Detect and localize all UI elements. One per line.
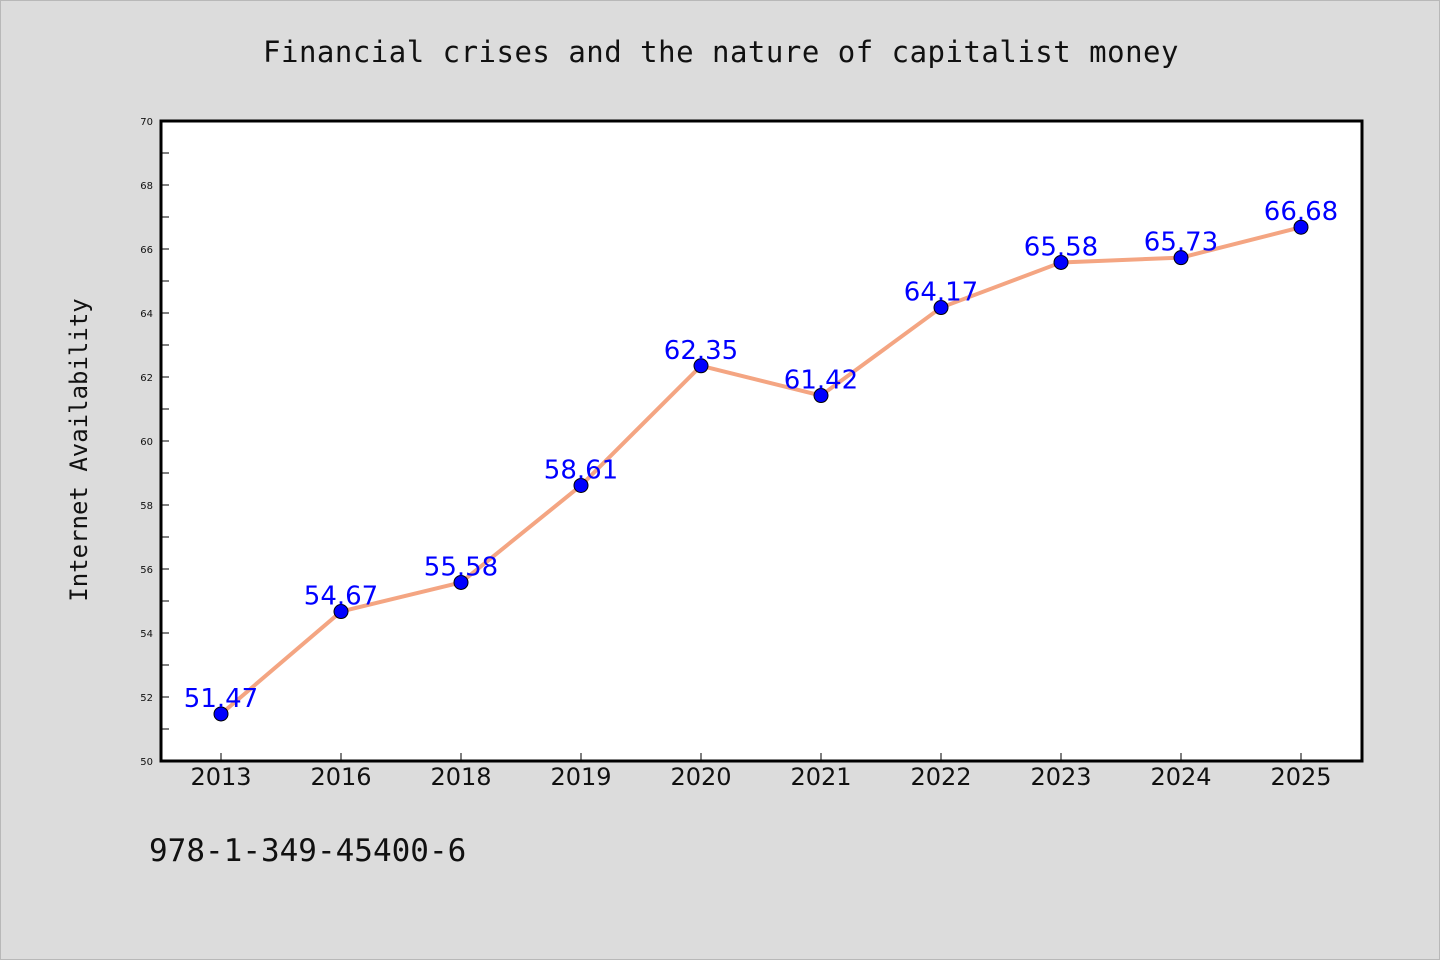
x-tick-label: 2018 (430, 763, 491, 791)
chart-title: Financial crises and the nature of capit… (263, 35, 1179, 69)
data-point (213, 706, 229, 722)
x-tick-label: 2021 (790, 763, 851, 791)
data-point (1173, 250, 1189, 266)
data-point (933, 300, 949, 316)
data-label: 62.35 (664, 336, 738, 366)
x-tick-label: 2016 (310, 763, 371, 791)
y-tick-label: 54 (140, 629, 153, 640)
x-tick-label: 2019 (550, 763, 611, 791)
data-label: 55.58 (424, 552, 498, 582)
data-label: 64.17 (904, 278, 978, 308)
y-tick-label: 52 (140, 693, 153, 704)
y-tick-label: 70 (140, 117, 153, 128)
data-point (693, 358, 709, 374)
data-label: 58.61 (544, 455, 618, 485)
y-axis: 50 52 54 56 58 60 62 64 66 68 70 (140, 117, 169, 768)
data-point (333, 604, 349, 620)
y-tick-label: 68 (140, 181, 153, 192)
data-point (453, 574, 469, 590)
x-tick-label: 2025 (1270, 763, 1331, 791)
x-tick-label: 2020 (670, 763, 731, 791)
data-point (573, 477, 589, 493)
data-point (1053, 254, 1069, 270)
y-tick-label: 64 (140, 309, 153, 320)
data-label: 65.73 (1144, 228, 1218, 258)
y-tick-label: 60 (140, 437, 153, 448)
x-tick-label: 2013 (190, 763, 251, 791)
y-tick-label: 66 (140, 245, 153, 256)
isbn-label: 978-1-349-45400-6 (149, 833, 467, 869)
data-label: 54.67 (304, 582, 378, 612)
series-layer: 51.47 54.67 55.58 58.61 62.35 61.42 64.17 65.58… (184, 197, 1338, 722)
y-tick-label: 50 (140, 757, 153, 768)
data-point (1293, 219, 1309, 235)
y-tick-label: 58 (140, 501, 153, 512)
data-label: 61.42 (784, 366, 858, 396)
data-label: 51.47 (184, 684, 258, 714)
x-tick-label: 2024 (1150, 763, 1211, 791)
plot-area (159, 119, 1364, 763)
x-tick-label: 2023 (1030, 763, 1091, 791)
y-tick-label: 56 (140, 565, 153, 576)
series-line (219, 225, 1302, 716)
x-axis: 2013 2016 2018 2019 2020 2021 2022 2023 2024 2025 (190, 753, 1332, 791)
data-label: 66.68 (1264, 197, 1338, 227)
data-label: 65.58 (1024, 232, 1098, 262)
y-axis-label: Internet Availability (65, 298, 93, 601)
data-point (813, 388, 829, 404)
x-tick-label: 2022 (910, 763, 971, 791)
y-tick-label: 62 (140, 373, 153, 384)
